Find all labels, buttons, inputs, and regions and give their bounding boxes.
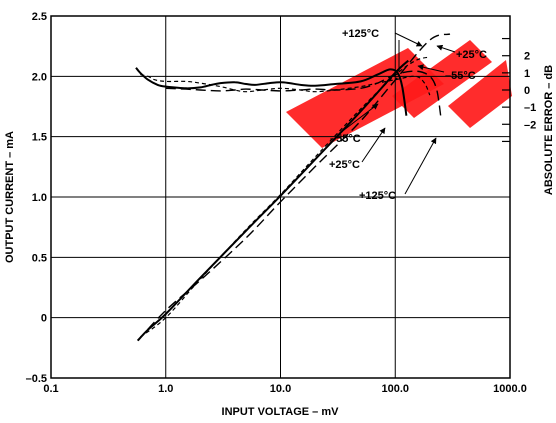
y-tick-label: –0.5	[26, 373, 47, 385]
error-curve-dashed-long	[165, 70, 442, 118]
annotation-arrow	[436, 44, 456, 53]
annotation-label: –55°C	[330, 133, 361, 145]
watermark-band	[392, 40, 492, 118]
x-tick-label: 1000.0	[493, 383, 527, 395]
watermark-band	[286, 48, 444, 148]
current-curve-solid	[136, 59, 409, 342]
y2-tick-label: –1	[524, 102, 536, 114]
y-axis-title: OUTPUT CURRENT – mA	[4, 131, 16, 263]
current-curve-dashed-long	[137, 33, 451, 342]
y2-axis-title: ABSOLUTE ERROR – dB	[543, 65, 555, 195]
annotation-label: +125°C	[359, 190, 396, 202]
annotation-arrow	[394, 32, 423, 47]
y-tick-label: 1.5	[32, 132, 47, 144]
watermark	[286, 40, 512, 148]
right-axis-ticks: 2 1 0 –1 –2	[502, 37, 536, 143]
x-tick-label: 10.0	[270, 383, 291, 395]
annotation-arrow	[339, 103, 379, 134]
annotation-label: +25°C	[456, 49, 487, 61]
annotation-arrow	[361, 127, 386, 163]
annotation-label: –55°C	[445, 70, 476, 82]
watermark-band	[448, 60, 512, 128]
annotation-label: +25°C	[329, 159, 360, 171]
plot-frame	[50, 15, 511, 379]
y2-tick-label: –2	[524, 119, 536, 131]
annotation-arrow	[417, 64, 445, 73]
tick-labels: 0.1 1.0 10.0 100.0 1000.0 –0.5 0 0.5 1.0 1.5 2.0 2.…	[26, 11, 527, 395]
x-tick-label: 100.0	[381, 383, 409, 395]
y-tick-label: 1.0	[32, 192, 47, 204]
error-curve-solid	[135, 67, 408, 116]
annotation-layer: +125°C +25°C –55°C –55°C +25°C +125°C	[329, 28, 487, 202]
y2-tick-label: 0	[524, 85, 530, 97]
y2-tick-label: 1	[524, 68, 530, 80]
annotation-arrow	[404, 137, 437, 195]
x-axis-title: INPUT VOLTAGE – mV	[222, 406, 340, 418]
x-tick-label: 1.0	[158, 383, 173, 395]
annotation-label: +125°C	[342, 28, 379, 40]
y-tick-label: 2.5	[32, 11, 47, 23]
y2-tick-label: 2	[524, 51, 530, 63]
y-tick-label: 0.5	[32, 252, 47, 264]
error-curve-dashed-short	[140, 74, 431, 96]
y-tick-label: 0	[41, 313, 47, 325]
series-layer	[135, 33, 451, 342]
y-tick-label: 2.0	[32, 71, 47, 83]
x-tick-label: 0.1	[43, 383, 58, 395]
